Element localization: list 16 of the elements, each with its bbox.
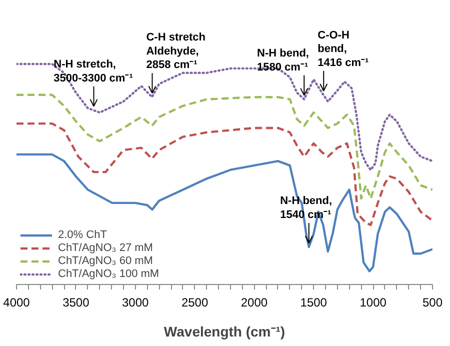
x-tick-label: 1500	[300, 296, 328, 310]
legend-label: ChT/AgNO₃ 100 mM	[58, 268, 160, 280]
annotation: C-O-H bend, 1416 cm⁻¹	[318, 29, 370, 69]
x-tick-label: 2500	[181, 296, 208, 310]
x-tick-label: 4000	[3, 296, 30, 310]
legend-label: 2.0% ChT	[58, 229, 107, 241]
legend-label: ChT/AgNO₃ 27 mM	[58, 242, 153, 254]
x-tick-label: 3000	[122, 296, 150, 310]
x-tick-label: 3500	[62, 296, 90, 310]
legend-label: ChT/AgNO₃ 60 mM	[58, 255, 153, 267]
x-axis-title: Wavelength (cm⁻¹)	[164, 324, 286, 340]
annotation: N-H stretch, 3500-3300 cm⁻¹	[54, 58, 134, 84]
annotation: C-H stretch Aldehyde, 2858 cm⁻¹	[146, 32, 206, 72]
x-tick-label: 1000	[360, 296, 387, 310]
x-tick-label: 2000	[240, 296, 268, 310]
x-tick-label: 500	[422, 296, 443, 310]
